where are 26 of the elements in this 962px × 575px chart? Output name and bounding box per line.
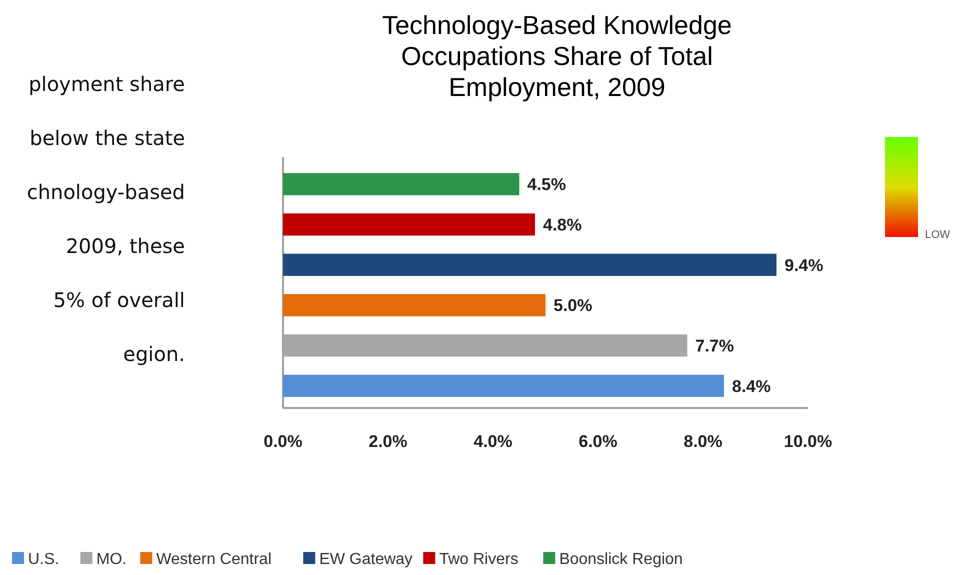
legend-label: Two Rivers (439, 551, 518, 568)
x-tick-label: 4.0% (474, 432, 512, 451)
x-tick-label: 2.0% (368, 432, 408, 451)
text: ployment share (28, 72, 185, 96)
x-tick-label: 10.0% (784, 432, 832, 451)
legend-label: Boonslick Region (559, 551, 683, 568)
legend-label: Western Central (156, 551, 272, 568)
x-tick-label: 8.0% (684, 432, 722, 451)
x-tick-label: 6.0% (578, 432, 618, 451)
data-label: 5.0% (554, 296, 592, 316)
data-label: 4.5% (527, 175, 566, 194)
x-tick-label: 0.0% (264, 432, 302, 451)
data-label: 8.4% (732, 376, 771, 396)
text: 2009, these (66, 234, 185, 258)
text: LOW (925, 229, 951, 241)
chart-title: Technology-Based Knowledge Occupations Share of Total Employment, 2009 (382, 10, 732, 102)
legend-label: EW Gateway (319, 551, 413, 568)
text: egion. (123, 342, 185, 366)
data-label: 4.8% (543, 215, 582, 234)
data-label: 9.4% (784, 256, 824, 275)
legend-label: U.S. (28, 551, 60, 568)
text: chnology-based (26, 180, 185, 204)
data-label: 7.7% (695, 336, 734, 356)
legend-label: MO. (96, 551, 127, 568)
text: below the state (30, 126, 185, 150)
text: 5% of overall (53, 288, 185, 312)
